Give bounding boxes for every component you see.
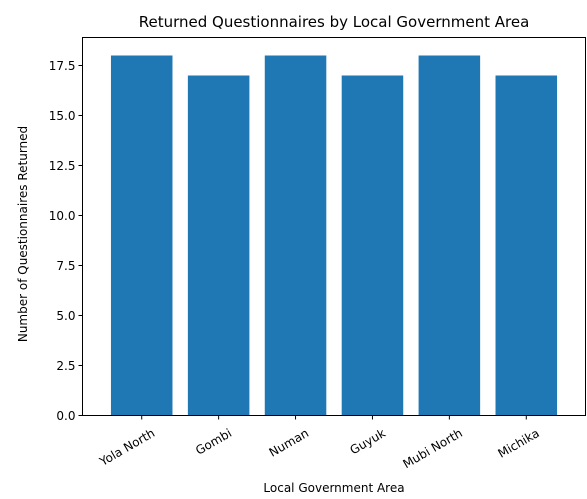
- x-tick-label: Guyuk: [348, 426, 388, 457]
- y-tick-label: 0.0: [56, 409, 75, 423]
- bar-numan: [264, 55, 327, 416]
- y-tick-label: 15.0: [49, 109, 76, 123]
- x-tick-label: Michika: [496, 426, 542, 461]
- x-tick-label: Mubi North: [400, 426, 464, 471]
- y-axis-label: Number of Questionnaires Returned: [16, 126, 30, 342]
- bar-michika: [495, 75, 558, 416]
- y-tick-label: 17.5: [49, 59, 76, 73]
- y-tick-label: 7.5: [56, 259, 75, 273]
- x-axis: Yola North Gombi Numan Guyuk Mubi North Michi…: [96, 415, 542, 471]
- x-axis-label: Local Government Area: [263, 481, 404, 495]
- y-tick-label: 2.5: [56, 359, 75, 373]
- plot-frame: [82, 37, 586, 416]
- plot-area: [110, 55, 558, 416]
- y-tick-label: 10.0: [49, 209, 76, 223]
- x-tick-label: Gombi: [193, 426, 234, 458]
- x-tick-label: Numan: [267, 426, 311, 460]
- y-tick-label: 5.0: [56, 309, 75, 323]
- bar-gombi: [187, 75, 250, 416]
- y-tick-label: 12.5: [49, 159, 76, 173]
- x-tick-label: Yola North: [96, 426, 157, 469]
- bar-mubi-north: [418, 55, 481, 416]
- chart-title: Returned Questionnaires by Local Governm…: [139, 13, 530, 31]
- bar-yola-north: [110, 55, 173, 416]
- bar-guyuk: [341, 75, 404, 416]
- y-axis: 0.0 2.5 5.0 7.5 10.0 12.5 15.0 17.5: [49, 59, 83, 423]
